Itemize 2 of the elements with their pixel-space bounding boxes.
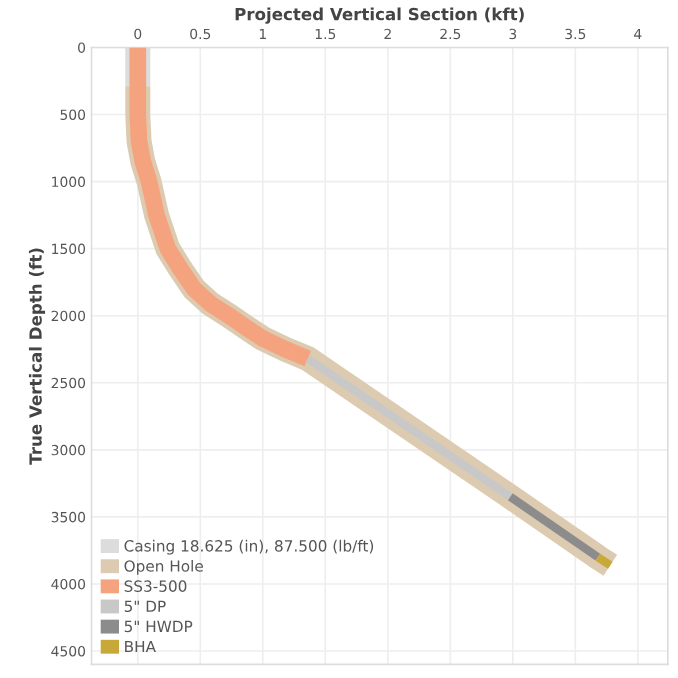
y-axis-title: True Vertical Depth (ft) xyxy=(28,248,46,465)
x-axis-title: Projected Vertical Section (kft) xyxy=(235,7,524,24)
